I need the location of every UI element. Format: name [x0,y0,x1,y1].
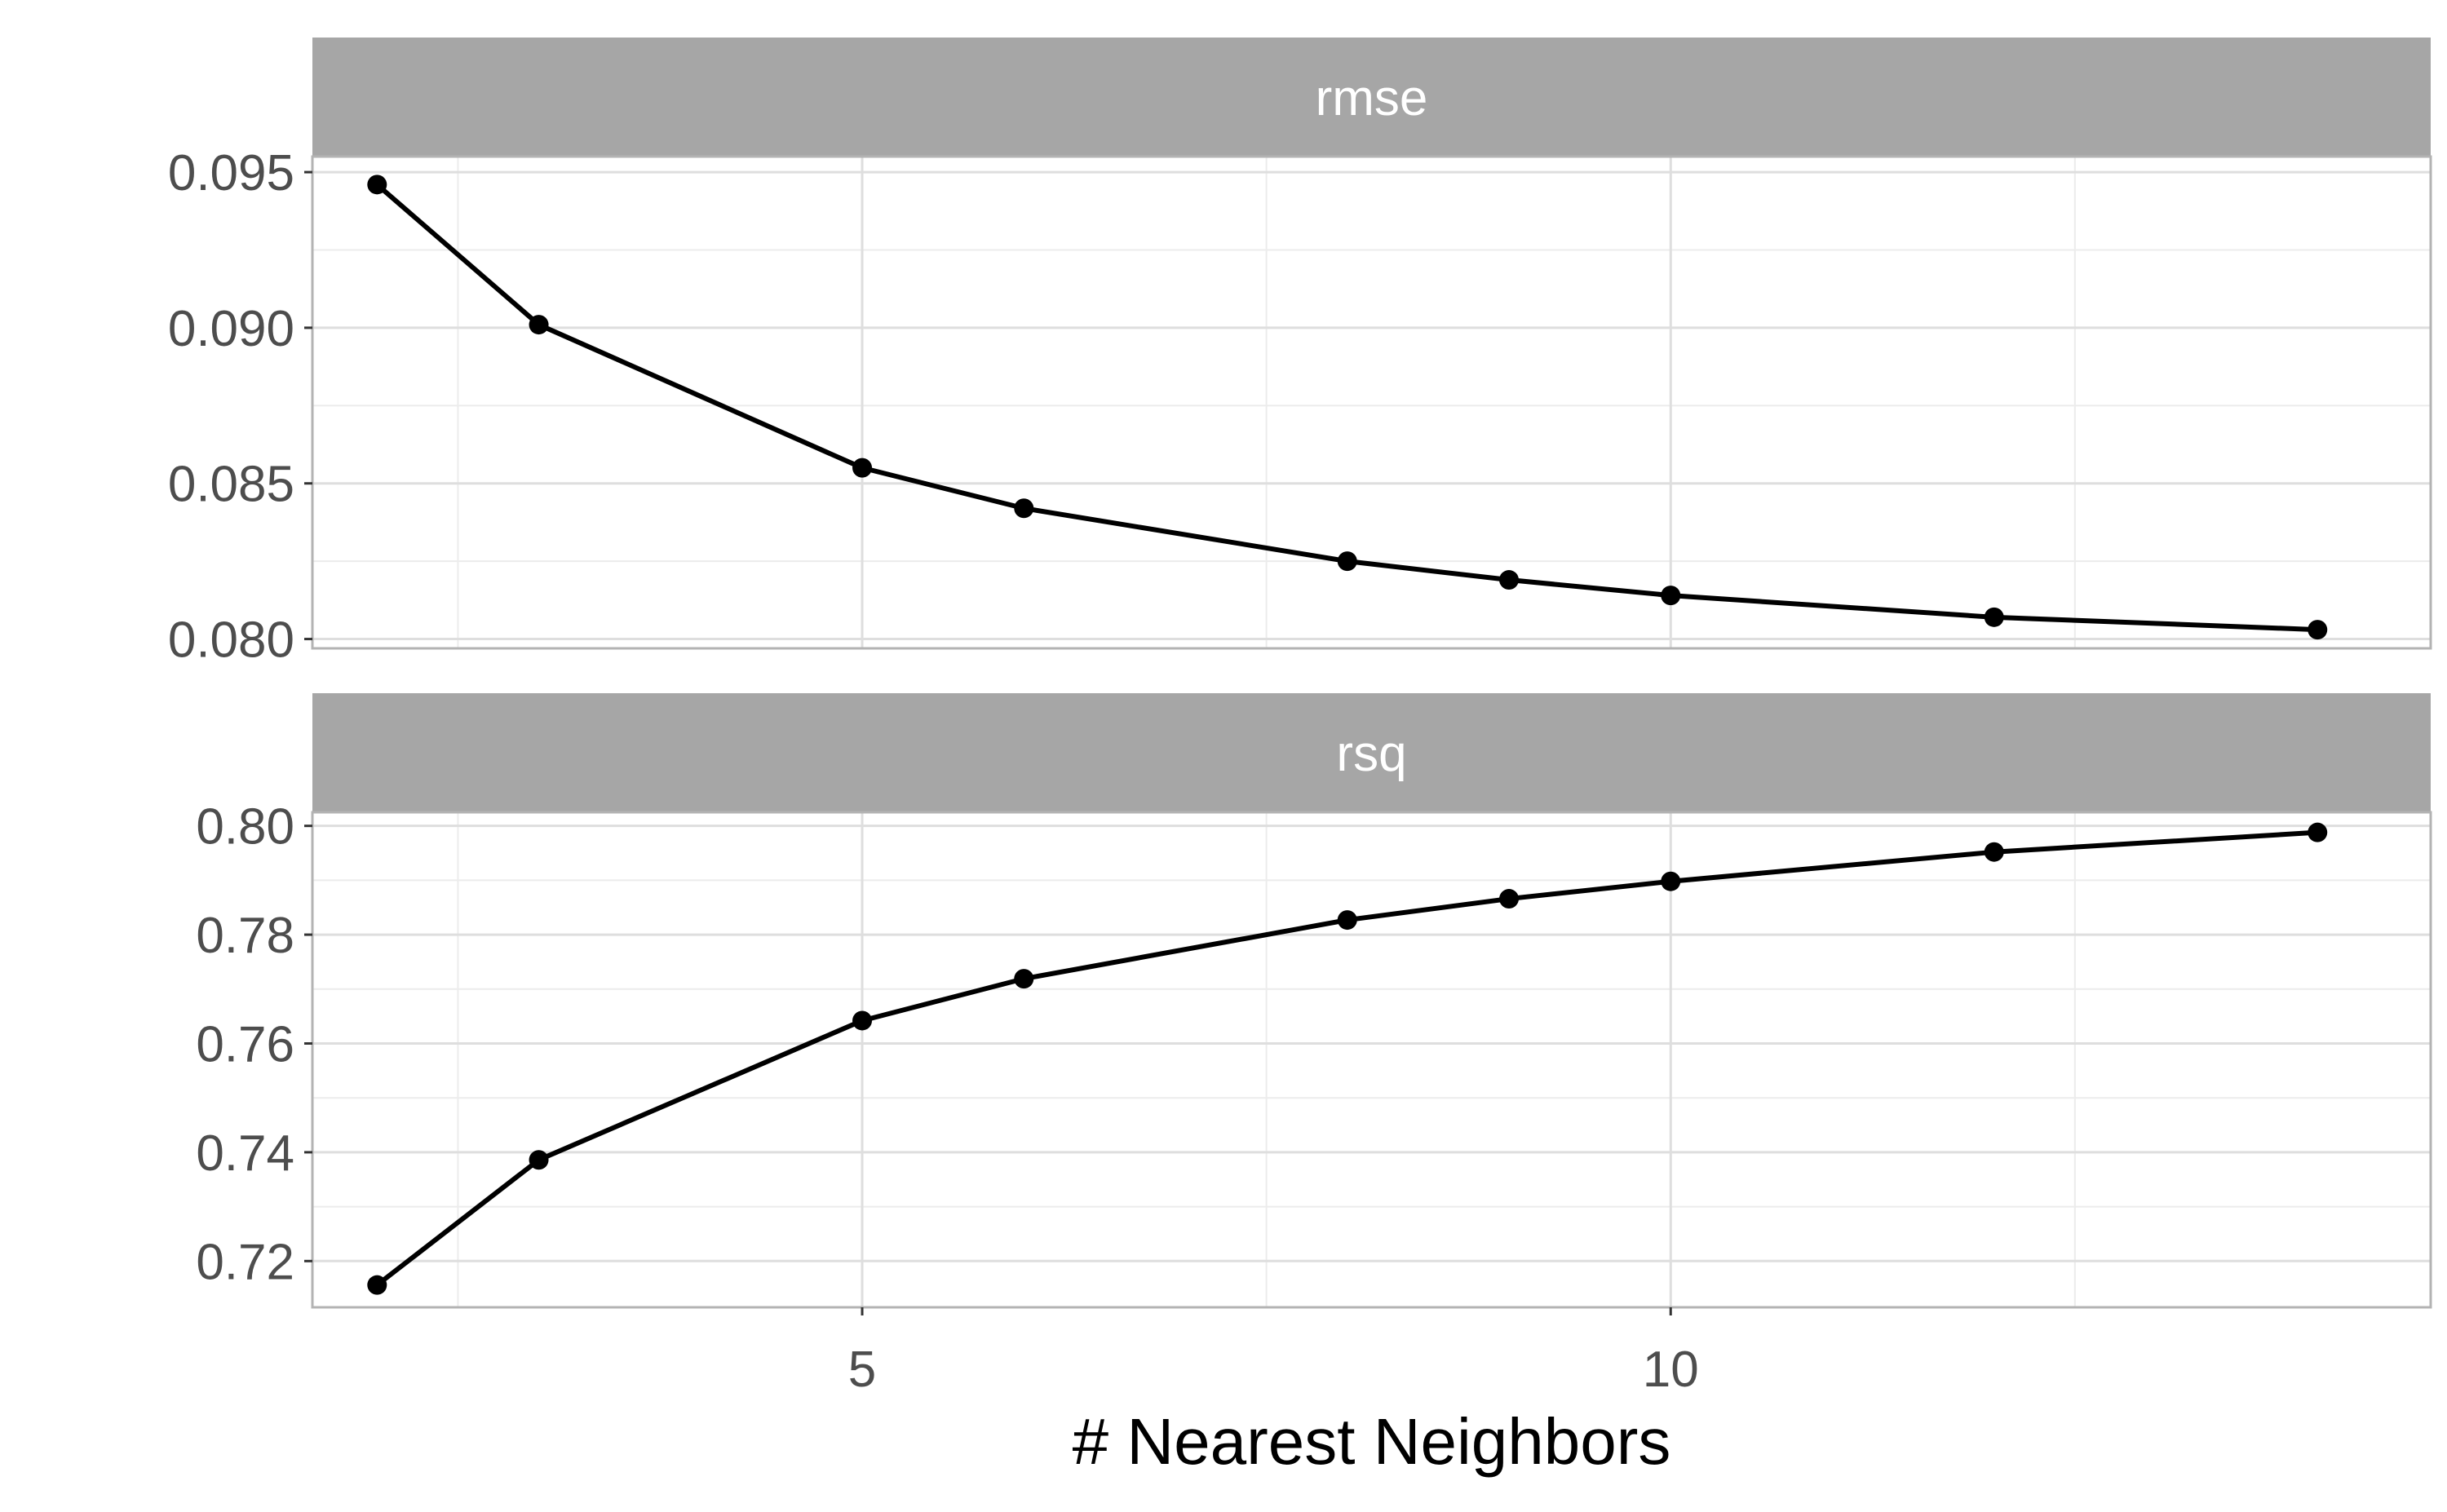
y-tick-label: 0.78 [196,908,294,964]
y-tick-label: 0.74 [196,1125,294,1182]
data-point-rsq [1499,889,1520,909]
data-point-rsq [2308,822,2328,842]
data-point-rmse [529,315,549,335]
data-point-rsq [852,1010,873,1031]
data-point-rsq [1337,910,1357,931]
panel-background [312,812,2431,1307]
x-axis-title: # Nearest Neighbors [1073,1405,1671,1478]
y-tick-label: 0.72 [196,1234,294,1290]
x-tick-label: 5 [848,1342,876,1398]
y-tick-label: 0.095 [168,145,294,201]
data-point-rmse [367,175,387,195]
data-point-rmse [1661,586,1681,606]
data-point-rmse [1014,498,1034,519]
facet-strip-label: rsq [1336,726,1406,782]
data-point-rsq [367,1275,387,1295]
y-tick-label: 0.80 [196,799,294,855]
data-point-rsq [1984,842,2004,862]
y-tick-label: 0.080 [168,612,294,669]
facet-strip-rsq [312,693,2431,812]
data-point-rmse [2308,620,2328,640]
data-point-rmse [1499,570,1520,590]
data-point-rmse [1337,551,1357,572]
panel-background [312,157,2431,648]
data-point-rmse [1984,607,2004,627]
data-point-rsq [529,1150,549,1170]
data-point-rsq [1661,871,1681,891]
y-tick-label: 0.76 [196,1016,294,1072]
facet-strip-rmse [312,38,2431,157]
facet-strip-label: rmse [1316,70,1428,126]
panel-border [311,155,2432,650]
x-tick-label: 10 [1643,1342,1699,1398]
data-point-rsq [1014,969,1034,989]
panel-border [311,811,2432,1309]
y-tick-label: 0.090 [168,301,294,357]
y-tick-label: 0.085 [168,457,294,513]
data-point-rmse [852,458,873,478]
